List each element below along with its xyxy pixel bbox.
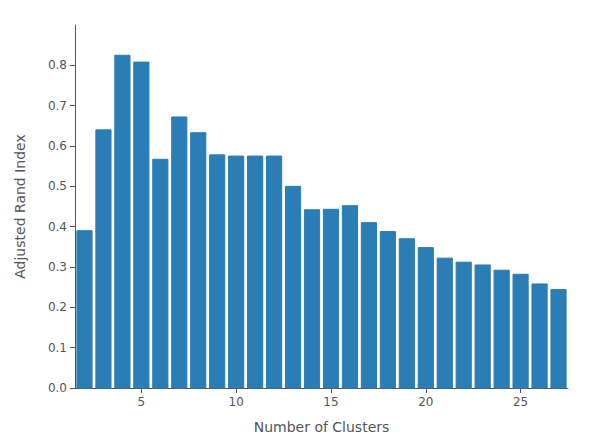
svg-text:0.6: 0.6 — [48, 139, 67, 153]
svg-text:5: 5 — [138, 395, 146, 409]
svg-text:0.8: 0.8 — [48, 58, 67, 72]
svg-text:0.1: 0.1 — [48, 341, 67, 355]
svg-text:0.0: 0.0 — [48, 381, 67, 395]
svg-text:0.2: 0.2 — [48, 300, 67, 314]
svg-text:15: 15 — [323, 395, 338, 409]
svg-text:0.7: 0.7 — [48, 99, 67, 113]
svg-text:0.5: 0.5 — [48, 179, 67, 193]
svg-text:25: 25 — [513, 395, 528, 409]
svg-text:20: 20 — [418, 395, 433, 409]
svg-text:0.4: 0.4 — [48, 220, 67, 234]
svg-text:10: 10 — [229, 395, 244, 409]
svg-text:Number of Clusters: Number of Clusters — [254, 419, 390, 435]
svg-text:0.3: 0.3 — [48, 260, 67, 274]
svg-text:Adjusted Rand Index: Adjusted Rand Index — [12, 134, 28, 278]
